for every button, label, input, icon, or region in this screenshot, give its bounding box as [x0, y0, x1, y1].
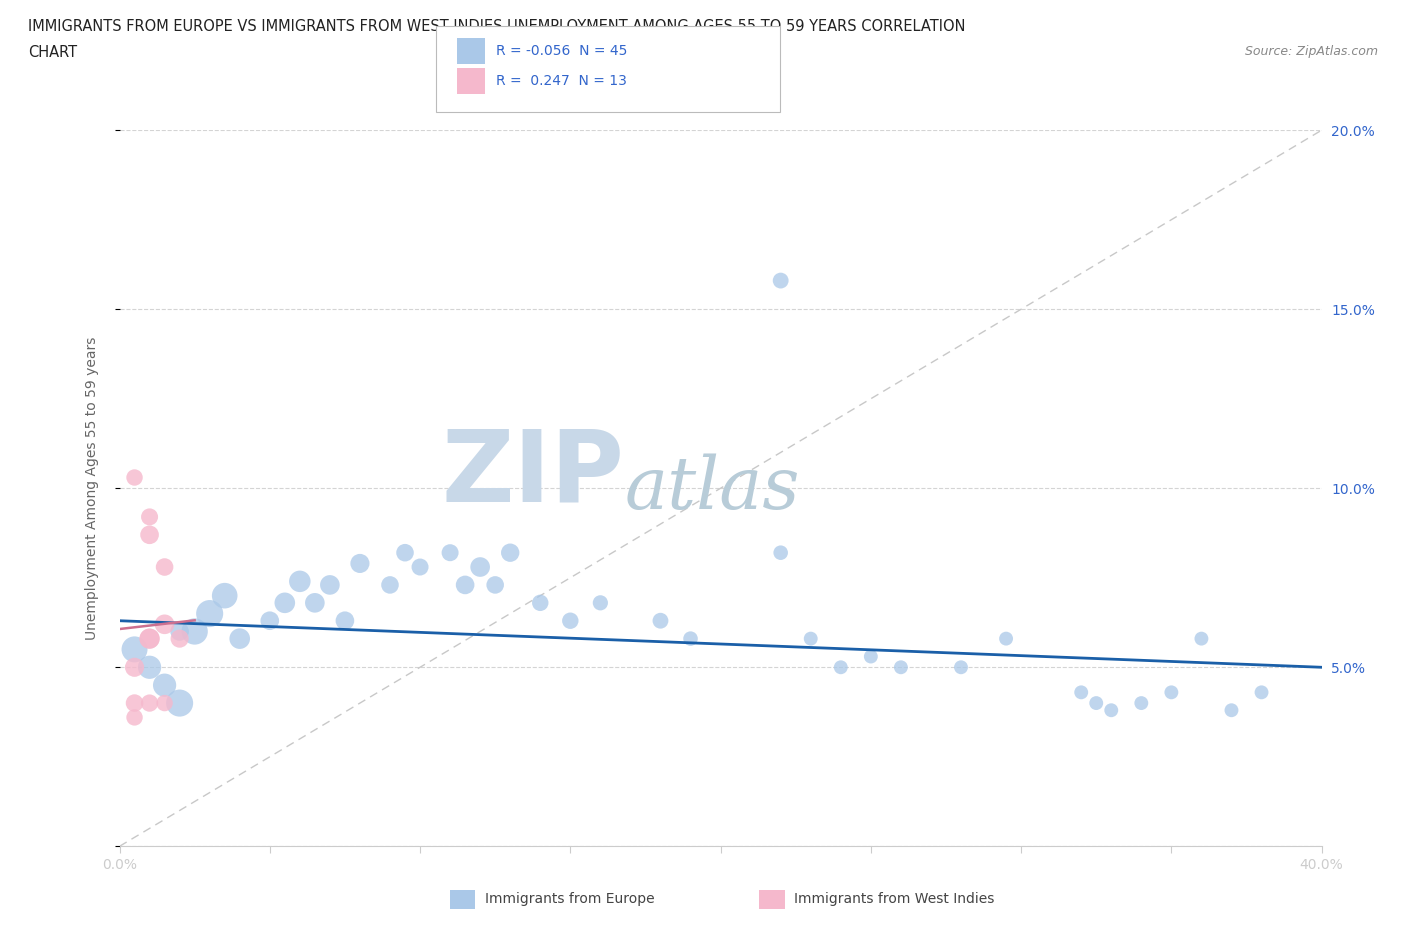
Point — [214, 589, 236, 604]
Text: Immigrants from West Indies: Immigrants from West Indies — [794, 892, 995, 907]
Point — [769, 273, 792, 288]
Point — [679, 631, 702, 646]
Point — [124, 642, 146, 657]
Point — [1220, 703, 1243, 718]
Point — [138, 510, 160, 525]
Text: Immigrants from Europe: Immigrants from Europe — [485, 892, 655, 907]
Point — [439, 545, 461, 560]
Point — [650, 613, 672, 628]
Point — [454, 578, 477, 592]
Text: Source: ZipAtlas.com: Source: ZipAtlas.com — [1244, 45, 1378, 58]
Point — [138, 527, 160, 542]
Text: CHART: CHART — [28, 45, 77, 60]
Point — [333, 613, 356, 628]
Point — [830, 660, 852, 675]
Point — [950, 660, 973, 675]
Point — [1130, 696, 1153, 711]
Point — [138, 631, 160, 646]
Point — [169, 624, 191, 639]
Point — [484, 578, 506, 592]
Point — [499, 545, 522, 560]
Point — [169, 696, 191, 711]
Text: ZIP: ZIP — [441, 425, 624, 523]
Point — [769, 545, 792, 560]
Point — [800, 631, 823, 646]
Point — [153, 678, 176, 693]
Point — [138, 696, 160, 711]
Point — [409, 560, 432, 575]
Point — [153, 617, 176, 631]
Point — [138, 631, 160, 646]
Point — [349, 556, 371, 571]
Point — [228, 631, 252, 646]
Point — [138, 660, 160, 675]
Point — [124, 710, 146, 724]
Point — [560, 613, 582, 628]
Y-axis label: Unemployment Among Ages 55 to 59 years: Unemployment Among Ages 55 to 59 years — [84, 337, 98, 640]
Point — [589, 595, 612, 610]
Point — [124, 660, 146, 675]
Point — [529, 595, 551, 610]
Point — [169, 631, 191, 646]
Text: R =  0.247  N = 13: R = 0.247 N = 13 — [496, 73, 627, 88]
Point — [468, 560, 492, 575]
Point — [394, 545, 416, 560]
Point — [1250, 684, 1272, 699]
Point — [183, 624, 205, 639]
Point — [1099, 703, 1122, 718]
Point — [153, 560, 176, 575]
Point — [319, 578, 342, 592]
Point — [1085, 696, 1108, 711]
Point — [198, 606, 221, 621]
Text: atlas: atlas — [624, 453, 800, 524]
Point — [124, 470, 146, 485]
Text: IMMIGRANTS FROM EUROPE VS IMMIGRANTS FROM WEST INDIES UNEMPLOYMENT AMONG AGES 55: IMMIGRANTS FROM EUROPE VS IMMIGRANTS FRO… — [28, 19, 966, 33]
Point — [1189, 631, 1212, 646]
Point — [890, 660, 912, 675]
Text: R = -0.056  N = 45: R = -0.056 N = 45 — [496, 44, 627, 59]
Point — [153, 696, 176, 711]
Point — [1070, 684, 1092, 699]
Point — [288, 574, 311, 589]
Point — [259, 613, 281, 628]
Point — [124, 696, 146, 711]
Point — [859, 649, 882, 664]
Point — [995, 631, 1018, 646]
Point — [304, 595, 326, 610]
Point — [378, 578, 401, 592]
Point — [274, 595, 297, 610]
Point — [1160, 684, 1182, 699]
